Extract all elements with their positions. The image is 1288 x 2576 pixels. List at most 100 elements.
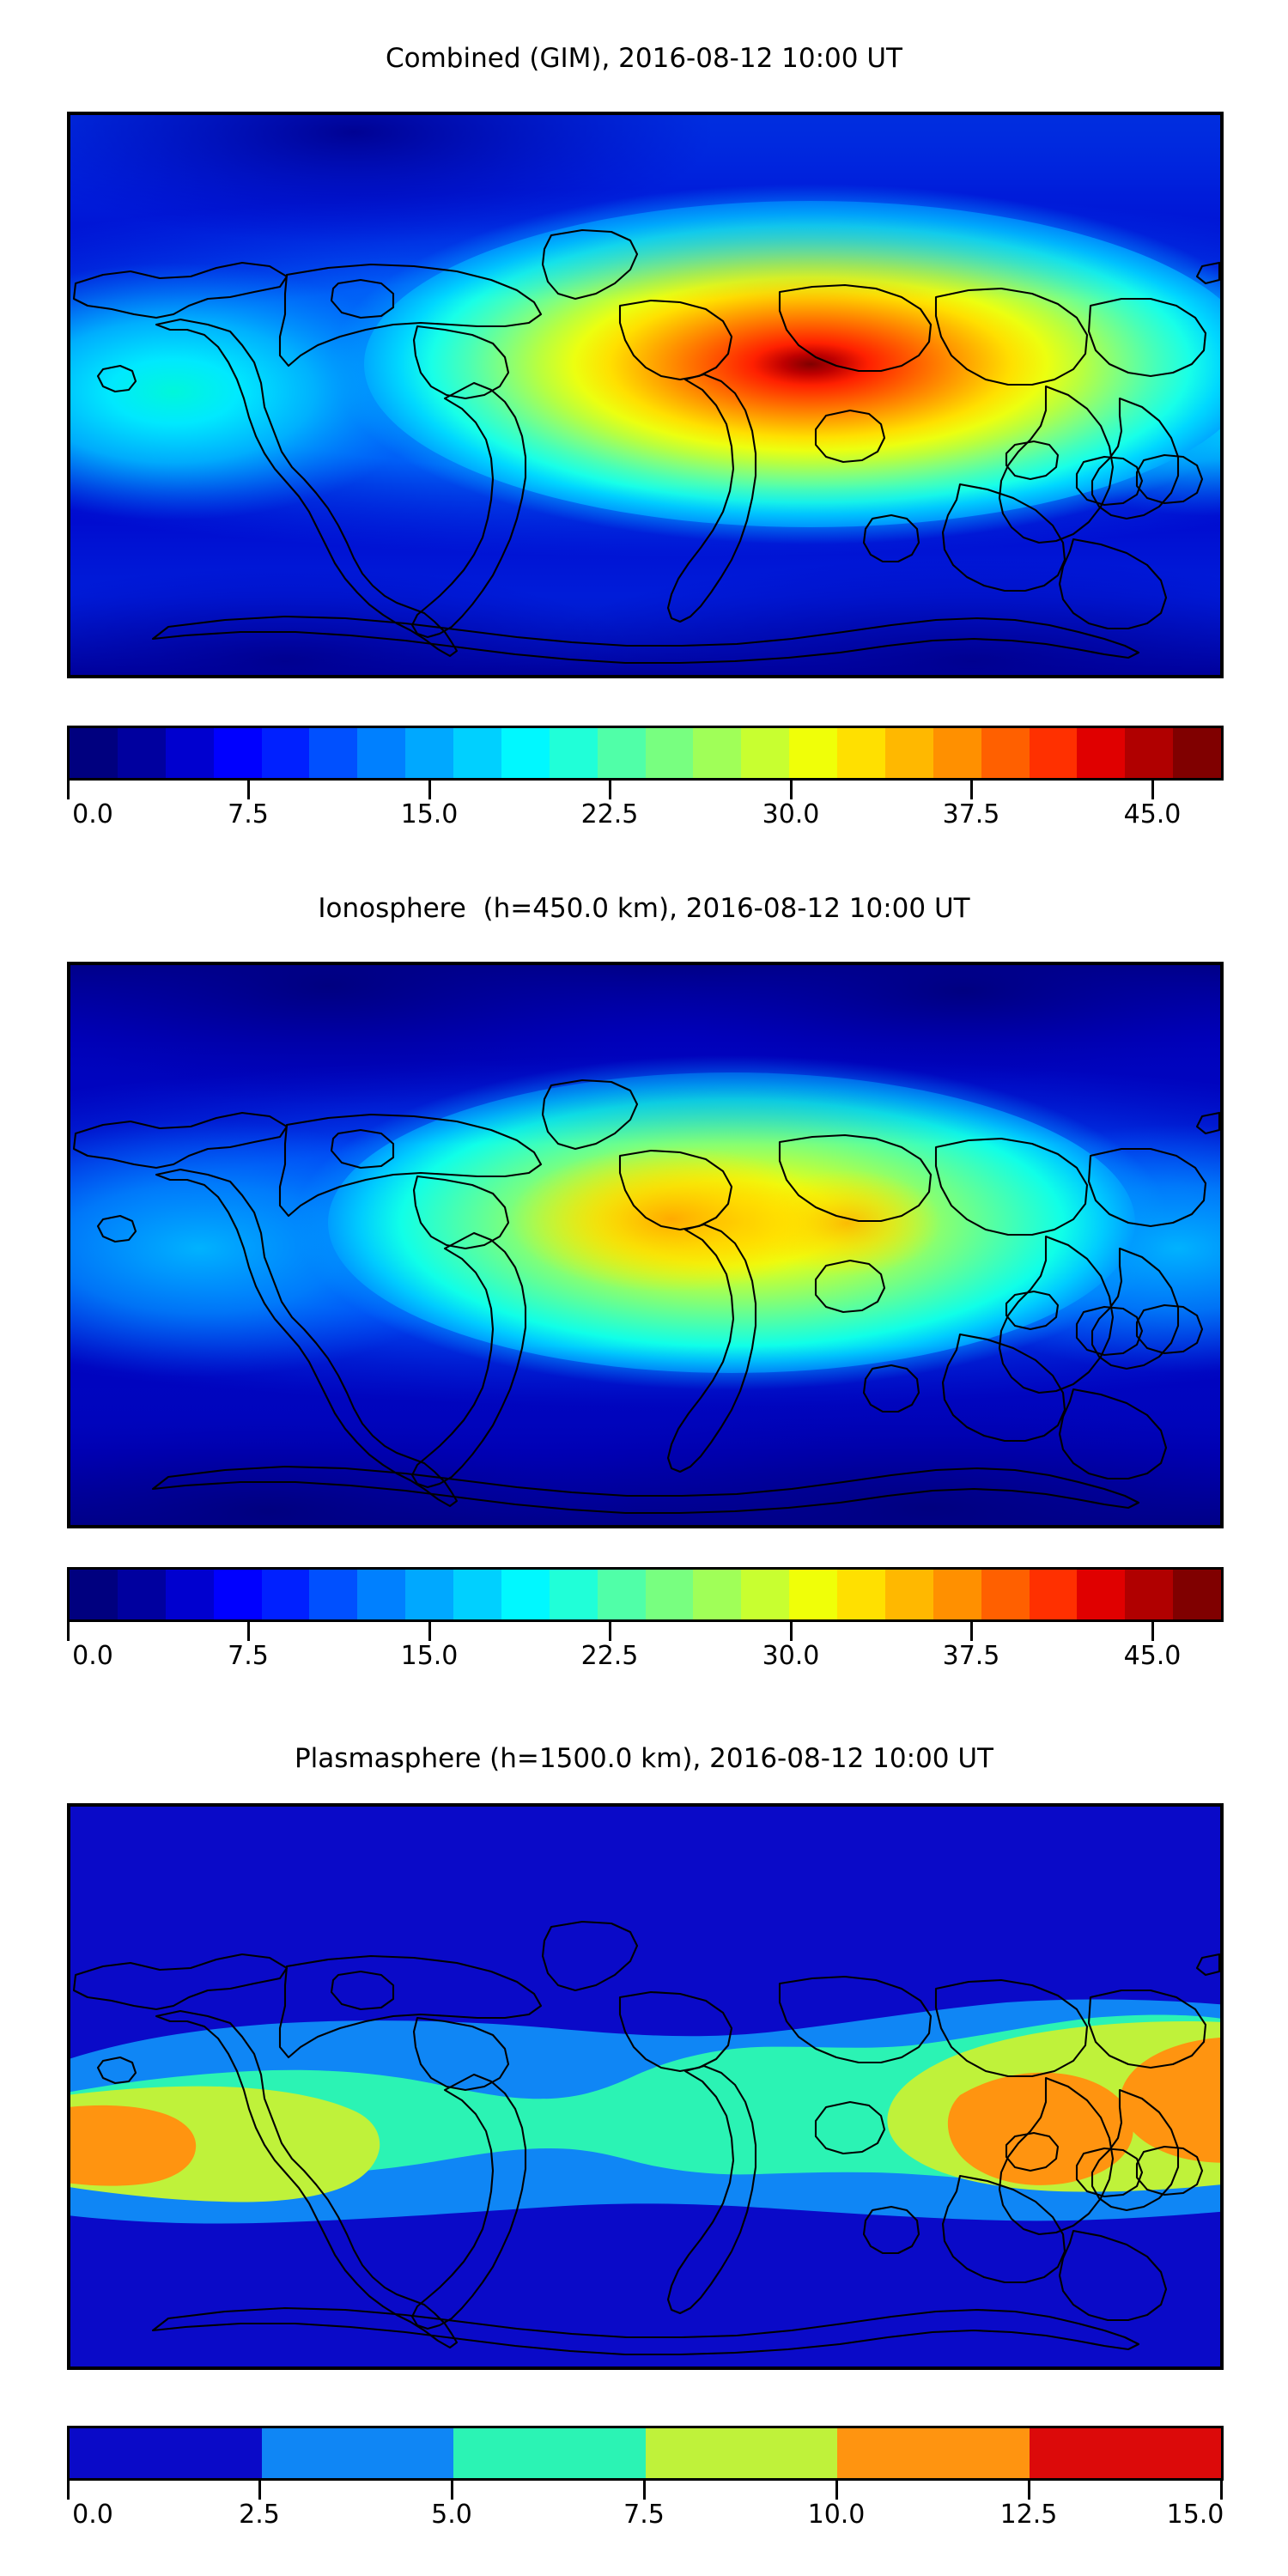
colorbar-segment	[1125, 1570, 1174, 1619]
colorbar-segment	[501, 1570, 550, 1619]
colorbar-segment	[981, 728, 1030, 778]
colorbar-segment	[789, 728, 837, 778]
panel-title-combined: Combined (GIM), 2016-08-12 10:00 UT	[386, 43, 902, 74]
colorbar-combined-gim: 0.0 7.5 15.0 22.5 30.0 37.5 45.0	[67, 726, 1224, 841]
colorbar-segment	[1173, 728, 1221, 778]
colorbar-segment	[837, 2428, 1030, 2478]
colorbar-segment	[837, 728, 885, 778]
colorbar-tick-label: 15.0	[1166, 2500, 1224, 2530]
colorbar-tick-label: 15.0	[400, 1641, 459, 1671]
panel-plasmasphere: Plasmasphere (h=1500.0 km), 2016-08-12 1…	[0, 1700, 1288, 2576]
map-ionosphere	[67, 962, 1224, 1528]
colorbar-segment	[70, 1570, 118, 1619]
colorbar-segment	[597, 1570, 646, 1619]
colorbar-plasmasphere: 0.0 2.5 5.0 7.5 10.0 12.5 15.0	[67, 2426, 1224, 2542]
panel-combined-gim: Combined (GIM), 2016-08-12 10:00 UT	[0, 0, 1288, 859]
colorbar-tick-label: 37.5	[942, 799, 1000, 829]
colorbar-tick-label: 7.5	[228, 799, 269, 829]
colorbar-tick-label: 7.5	[228, 1641, 269, 1671]
colorbar-segment	[693, 728, 742, 778]
colorbar-segment	[309, 1570, 358, 1619]
colorbar-tick-label: 22.5	[580, 799, 639, 829]
colorbar-tick-label: 0.0	[72, 799, 113, 829]
colorbar-tick-label: 5.0	[431, 2500, 472, 2530]
colorbar-segment	[357, 728, 406, 778]
colorbar-segment	[884, 1570, 933, 1619]
colorbar-segment	[741, 1570, 790, 1619]
colorbar-segment	[261, 2428, 453, 2478]
colorbar-segment	[70, 728, 118, 778]
colorbar-segment	[645, 728, 694, 778]
coastline-overlay-combined	[72, 228, 1220, 665]
colorbar-segment	[1173, 1570, 1221, 1619]
map-canvas-plasmasphere	[70, 1807, 1220, 2366]
colorbar-segment	[1029, 1570, 1078, 1619]
panel-title-ionosphere: Ionosphere (h=450.0 km), 2016-08-12 10:0…	[318, 893, 970, 924]
colorbar-tick-label: 0.0	[72, 2500, 113, 2530]
colorbar-segment	[1077, 728, 1126, 778]
colorbar-segment	[453, 2428, 646, 2478]
colorbar-tick-label: 12.5	[999, 2500, 1058, 2530]
colorbar-ticks-ionosphere	[67, 1622, 1224, 1641]
colorbar-segment	[597, 728, 646, 778]
coastline-overlay-ionosphere	[72, 1078, 1220, 1515]
colorbar-tick-label: 10.0	[807, 2500, 866, 2530]
colorbar-ionosphere: 0.0 7.5 15.0 22.5 30.0 37.5 45.0	[67, 1567, 1224, 1683]
colorbar-segment	[981, 1570, 1030, 1619]
colorbar-segment	[1029, 728, 1078, 778]
colorbar-tick-label: 45.0	[1123, 799, 1182, 829]
colorbar-tick-label: 0.0	[72, 1641, 113, 1671]
colorbar-ticks-plasmasphere	[67, 2481, 1224, 2500]
colorbar-tick-label: 45.0	[1123, 1641, 1182, 1671]
colorbar-tick-label: 22.5	[580, 1641, 639, 1671]
colorbar-tick-label: 30.0	[762, 1641, 820, 1671]
colorbar-segment	[357, 1570, 406, 1619]
colorbar-segment	[884, 728, 933, 778]
colorbar-strip-ionosphere	[67, 1567, 1224, 1622]
colorbar-tick-label: 30.0	[762, 799, 820, 829]
colorbar-segment	[741, 728, 790, 778]
panel-ionosphere: Ionosphere (h=450.0 km), 2016-08-12 10:0…	[0, 850, 1288, 1709]
map-canvas-ionosphere	[70, 965, 1220, 1525]
colorbar-labels-plasmasphere: 0.0 2.5 5.0 7.5 10.0 12.5 15.0	[67, 2500, 1224, 2537]
map-plasmasphere	[67, 1803, 1224, 2370]
colorbar-segment	[549, 1570, 598, 1619]
colorbar-labels-combined: 0.0 7.5 15.0 22.5 30.0 37.5 45.0	[67, 799, 1224, 837]
colorbar-segment	[453, 1570, 501, 1619]
colorbar-segment	[933, 1570, 981, 1619]
colorbar-segment	[213, 728, 262, 778]
colorbar-segment	[1125, 728, 1174, 778]
colorbar-segment	[309, 728, 358, 778]
colorbar-tick-label: 37.5	[942, 1641, 1000, 1671]
coastline-overlay-plasmasphere	[72, 1920, 1220, 2356]
colorbar-segment	[1077, 1570, 1126, 1619]
panel-title-plasmasphere: Plasmasphere (h=1500.0 km), 2016-08-12 1…	[294, 1743, 993, 1774]
colorbar-tick-label: 2.5	[239, 2500, 280, 2530]
colorbar-strip-combined	[67, 726, 1224, 781]
colorbar-segment	[213, 1570, 262, 1619]
colorbar-segment	[70, 2428, 262, 2478]
colorbar-tick-label: 15.0	[400, 799, 459, 829]
colorbar-segment	[261, 728, 310, 778]
colorbar-strip-plasmasphere	[67, 2426, 1224, 2481]
colorbar-ticks-combined	[67, 781, 1224, 799]
colorbar-segment	[453, 728, 501, 778]
colorbar-segment	[117, 1570, 166, 1619]
colorbar-segment	[645, 2428, 837, 2478]
colorbar-segment	[645, 1570, 694, 1619]
colorbar-segment	[165, 728, 214, 778]
colorbar-segment	[405, 1570, 453, 1619]
colorbar-segment	[933, 728, 981, 778]
colorbar-segment	[549, 728, 598, 778]
colorbar-labels-ionosphere: 0.0 7.5 15.0 22.5 30.0 37.5 45.0	[67, 1641, 1224, 1679]
colorbar-segment	[837, 1570, 885, 1619]
colorbar-segment	[789, 1570, 837, 1619]
colorbar-segment	[165, 1570, 214, 1619]
colorbar-segment	[261, 1570, 310, 1619]
map-canvas-combined	[70, 115, 1220, 675]
colorbar-tick-label: 7.5	[623, 2500, 665, 2530]
map-combined-gim	[67, 112, 1224, 678]
colorbar-segment	[1029, 2428, 1221, 2478]
colorbar-segment	[693, 1570, 742, 1619]
